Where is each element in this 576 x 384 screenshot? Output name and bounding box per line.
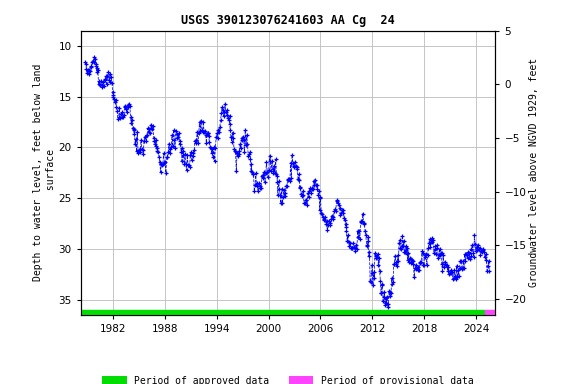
Y-axis label: Depth to water level, feet below land
 surface: Depth to water level, feet below land su… — [33, 64, 56, 281]
Legend: Period of approved data, Period of provisional data: Period of approved data, Period of provi… — [98, 372, 478, 384]
Title: USGS 390123076241603 AA Cg  24: USGS 390123076241603 AA Cg 24 — [181, 14, 395, 27]
Y-axis label: Groundwater level above NGVD 1929, feet: Groundwater level above NGVD 1929, feet — [529, 58, 539, 287]
